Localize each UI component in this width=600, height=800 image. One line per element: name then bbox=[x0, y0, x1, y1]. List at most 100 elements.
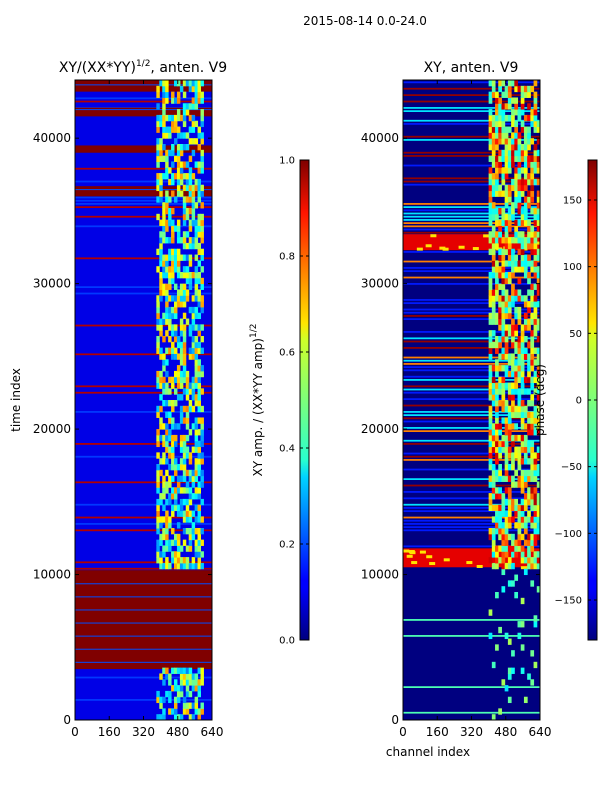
active-cell bbox=[165, 498, 169, 506]
active-cell bbox=[156, 126, 160, 133]
active-cell bbox=[536, 248, 540, 256]
active-cell bbox=[533, 242, 538, 250]
active-cell bbox=[188, 260, 193, 267]
active-cell bbox=[501, 254, 506, 261]
active-cell bbox=[488, 126, 493, 133]
hot-speckle bbox=[466, 561, 473, 565]
active-cell bbox=[197, 347, 201, 354]
active-cell bbox=[488, 91, 493, 98]
active-cell bbox=[520, 254, 525, 261]
active-cell bbox=[165, 225, 169, 232]
right-x-axis-label: channel index bbox=[386, 745, 470, 759]
active-cell bbox=[533, 475, 538, 482]
hot-speckle bbox=[408, 550, 415, 554]
active-cell bbox=[495, 644, 499, 651]
active-cell bbox=[191, 562, 196, 570]
active-cell bbox=[498, 341, 502, 349]
active-cell bbox=[491, 528, 496, 535]
active-cell bbox=[185, 690, 190, 698]
active-cell bbox=[511, 539, 515, 546]
active-cell bbox=[168, 283, 172, 290]
active-cell bbox=[165, 434, 169, 442]
active-cell bbox=[162, 528, 166, 535]
active-cell bbox=[197, 417, 201, 424]
active-cell bbox=[185, 528, 190, 535]
active-cell bbox=[185, 266, 190, 273]
active-cell bbox=[533, 516, 538, 523]
active-cell bbox=[507, 324, 512, 331]
active-cell bbox=[162, 545, 166, 552]
hot-speckle bbox=[439, 246, 446, 250]
active-cell bbox=[165, 388, 169, 395]
active-cell bbox=[165, 202, 169, 209]
active-cell bbox=[176, 272, 181, 279]
active-cell bbox=[162, 231, 166, 238]
active-cell bbox=[495, 388, 499, 395]
active-cell bbox=[501, 138, 506, 145]
active-cell bbox=[507, 144, 512, 151]
active-cell bbox=[511, 400, 515, 407]
active-cell bbox=[533, 493, 538, 500]
active-cell bbox=[165, 516, 169, 523]
active-cell bbox=[165, 97, 169, 104]
active-cell bbox=[501, 440, 506, 448]
active-cell bbox=[182, 667, 187, 674]
active-cell bbox=[197, 80, 201, 87]
active-cell bbox=[171, 464, 175, 471]
active-cell bbox=[197, 394, 201, 401]
x-tick-label: 320 bbox=[460, 725, 483, 739]
active-cell bbox=[520, 231, 525, 238]
active-cell bbox=[498, 487, 502, 494]
active-cell bbox=[491, 242, 496, 250]
active-cell bbox=[171, 120, 175, 128]
active-cell bbox=[159, 184, 163, 192]
active-cell bbox=[162, 452, 166, 459]
active-cell bbox=[197, 464, 201, 471]
active-cell bbox=[491, 248, 496, 256]
active-cell bbox=[165, 359, 169, 366]
active-cell bbox=[174, 120, 178, 128]
active-cell bbox=[176, 97, 181, 104]
active-cell bbox=[185, 667, 190, 674]
active-cell bbox=[162, 114, 166, 122]
active-cell bbox=[488, 341, 493, 349]
active-cell bbox=[501, 208, 506, 215]
right-colorbar-label: phase (deg) bbox=[533, 364, 547, 436]
heatmap-row bbox=[75, 225, 212, 228]
active-cell bbox=[188, 458, 193, 465]
active-cell bbox=[517, 347, 522, 354]
heatmap-row bbox=[403, 430, 540, 432]
colorbar-tick-label: −100 bbox=[555, 529, 582, 540]
active-cell bbox=[530, 359, 535, 366]
active-cell bbox=[168, 446, 172, 453]
active-cell bbox=[501, 376, 506, 384]
active-cell bbox=[159, 516, 163, 523]
active-cell bbox=[495, 219, 499, 226]
active-cell bbox=[495, 423, 499, 430]
active-cell bbox=[188, 673, 193, 680]
active-cell bbox=[488, 417, 493, 424]
heatmap-row bbox=[403, 228, 540, 231]
active-cell bbox=[495, 592, 499, 599]
active-cell bbox=[498, 708, 502, 715]
active-cell bbox=[188, 103, 193, 110]
active-cell bbox=[488, 301, 493, 308]
active-cell bbox=[498, 545, 502, 552]
active-cell bbox=[156, 557, 160, 564]
active-cell bbox=[191, 190, 196, 197]
active-cell bbox=[179, 487, 184, 494]
active-cell bbox=[162, 714, 166, 720]
active-cell bbox=[507, 533, 512, 541]
y-tick-label: 20000 bbox=[361, 422, 399, 436]
active-cell bbox=[491, 376, 496, 384]
active-cell bbox=[188, 324, 193, 331]
active-cell bbox=[504, 382, 509, 389]
active-cell bbox=[162, 208, 166, 215]
active-cell bbox=[165, 487, 169, 494]
active-cell bbox=[200, 516, 204, 523]
active-cell bbox=[533, 301, 538, 308]
active-cell bbox=[504, 126, 509, 133]
active-cell bbox=[488, 557, 493, 564]
active-cell bbox=[491, 190, 496, 197]
active-cell bbox=[176, 464, 181, 471]
